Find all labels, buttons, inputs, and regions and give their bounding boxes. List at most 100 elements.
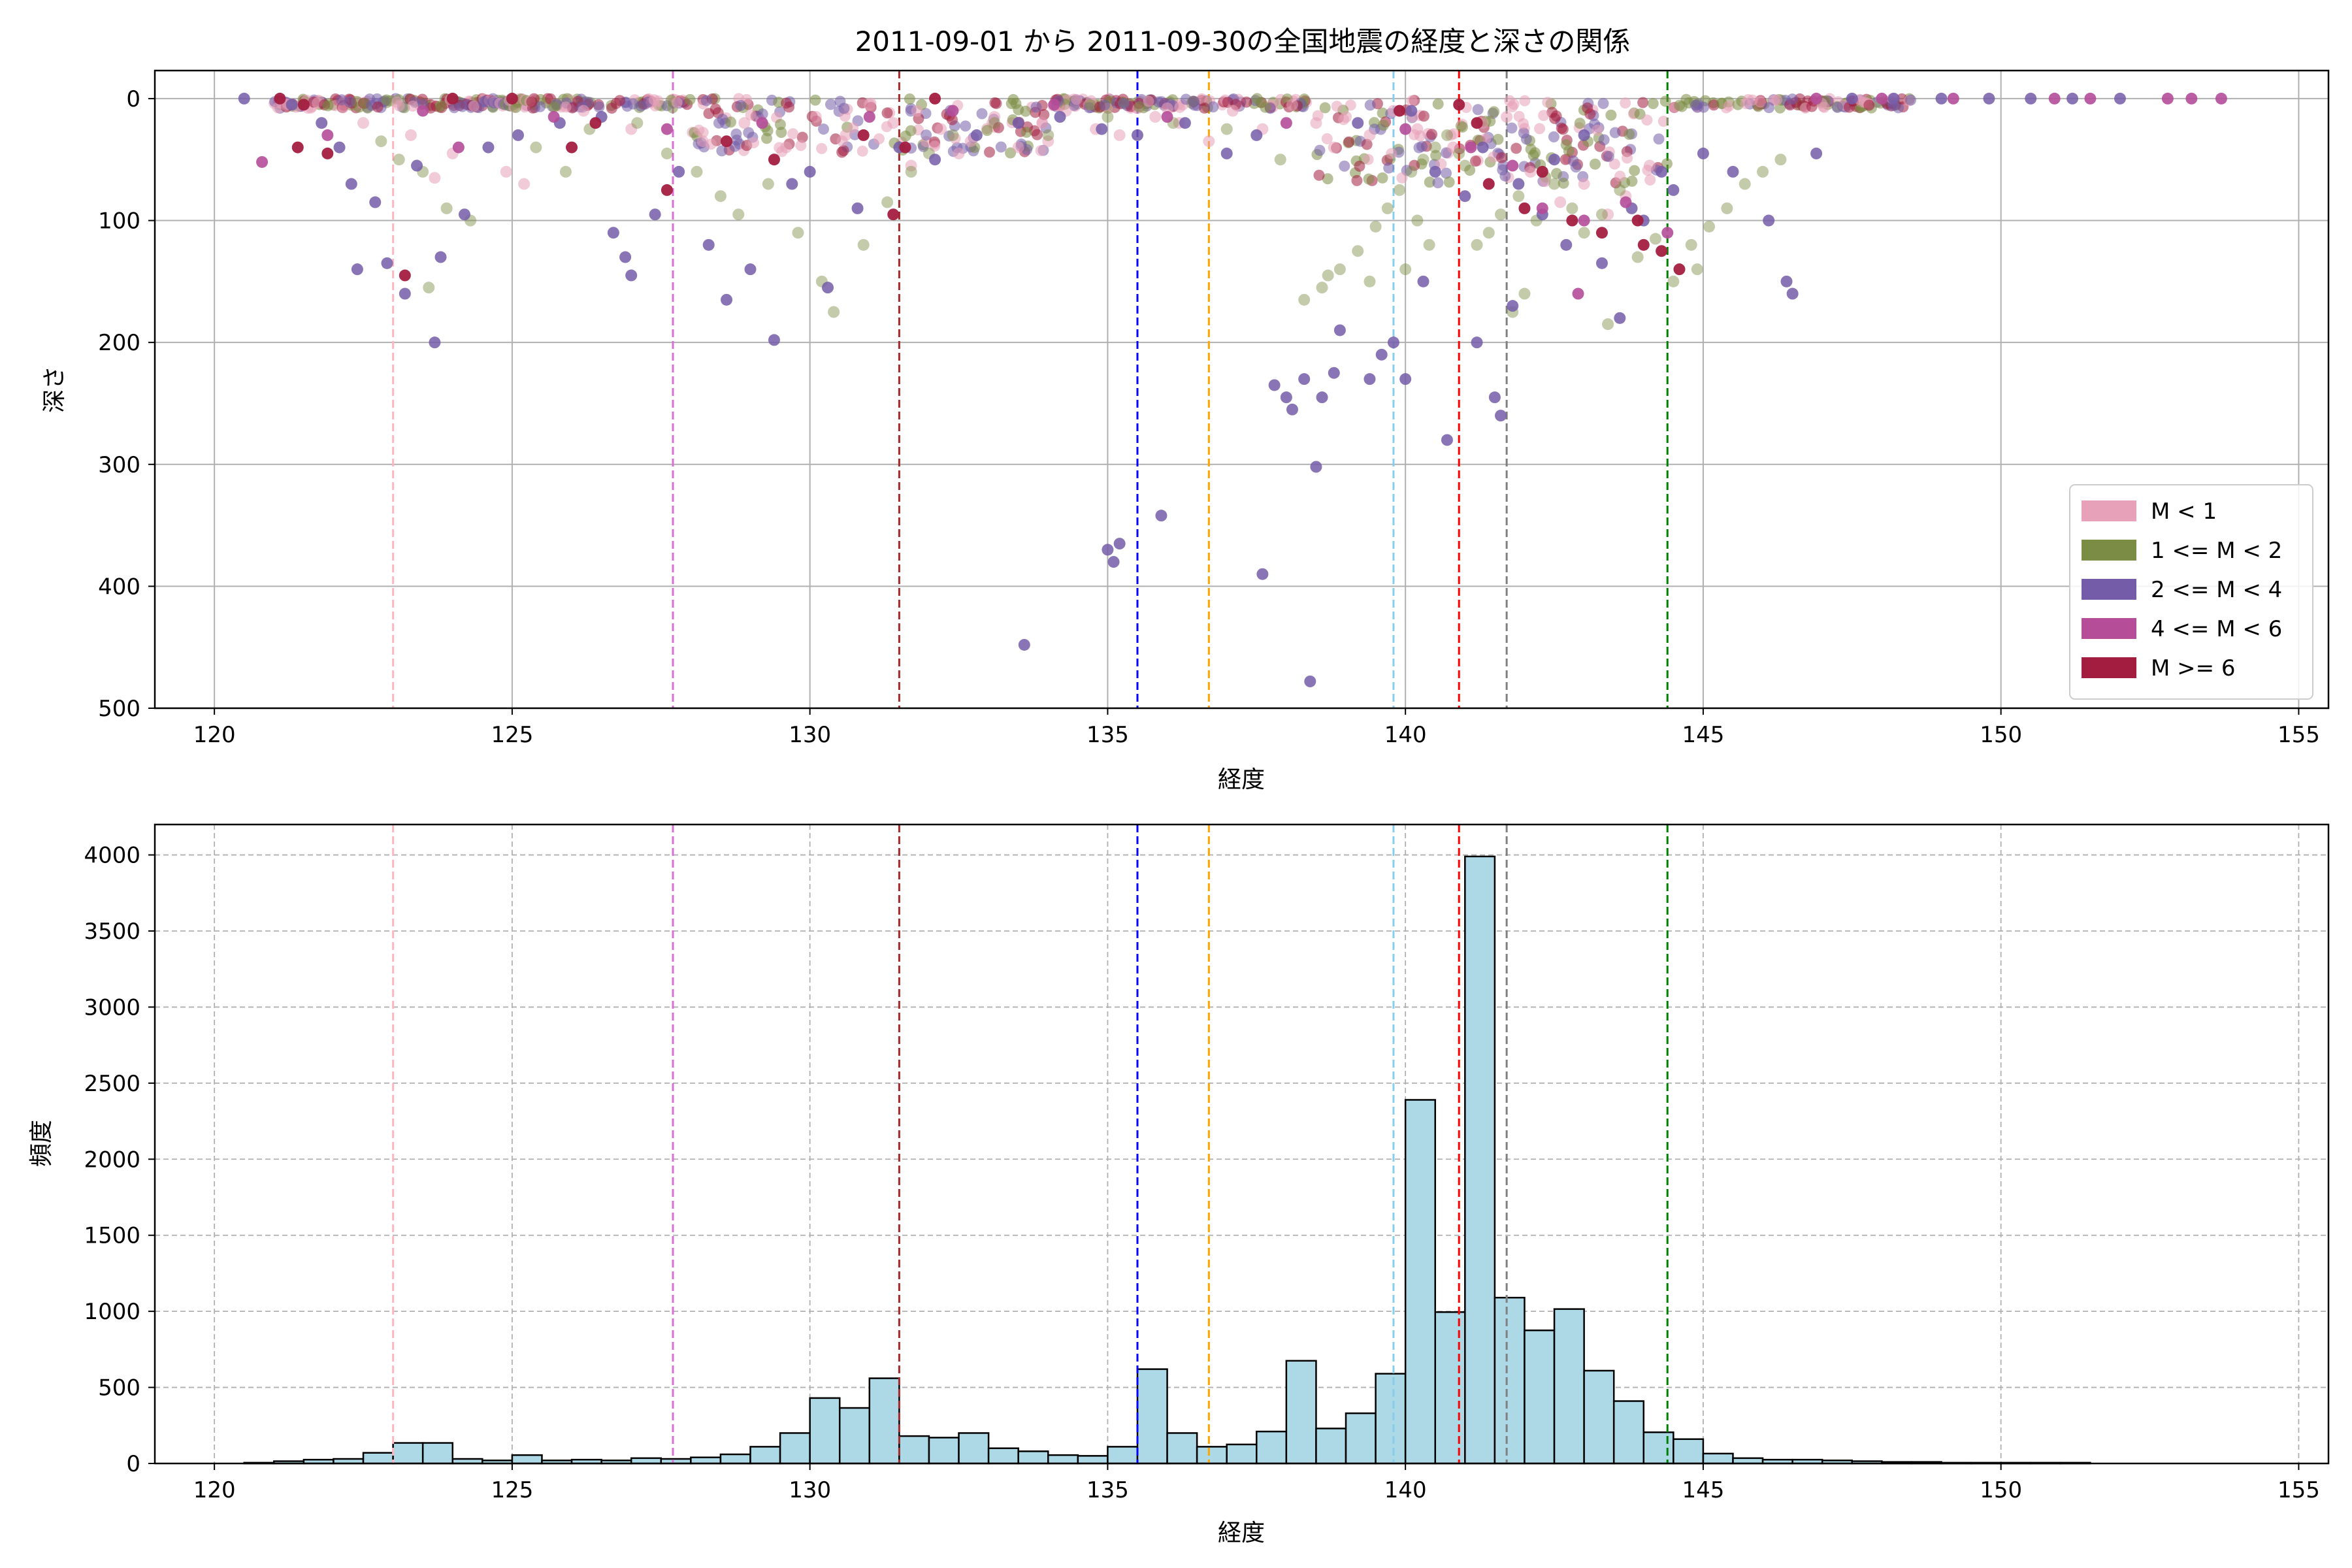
scatter-point [274, 92, 286, 105]
histogram-xtick-label: 155 [2278, 1477, 2320, 1503]
scatter-point [1602, 208, 1614, 221]
scatter-band-point [1641, 114, 1653, 126]
scatter-point [1518, 202, 1531, 214]
scatter-point [721, 135, 733, 148]
scatter-legend: M < 1 1 <= M < 2 2 <= M < 4 4 <= M < 6 M >= … [2069, 484, 2313, 700]
histogram-bar [1583, 1369, 1615, 1465]
scatter-band-point [1658, 116, 1669, 127]
scatter-band-point [921, 129, 932, 141]
scatter-band-point [1534, 123, 1546, 135]
legend-label: M >= 6 [2151, 655, 2236, 681]
scatter-band-point [393, 100, 405, 112]
scatter-ytick-label: 200 [98, 330, 140, 356]
scatter-band-point [1071, 93, 1083, 105]
scatter-point [691, 165, 703, 178]
scatter-xtick-label: 155 [2278, 722, 2320, 748]
scatter-point [840, 129, 852, 141]
histogram-ytick-label: 0 [126, 1451, 140, 1477]
scatter-point [1459, 159, 1471, 172]
legend-swatch [2082, 540, 2136, 561]
scatter-point [619, 251, 632, 263]
scatter-band-point [1597, 97, 1609, 109]
scatter-point [1161, 102, 1173, 114]
scatter-point [1935, 92, 1948, 105]
scatter-band-point [1786, 93, 1798, 105]
scatter-point [768, 334, 780, 346]
scatter-point [905, 159, 917, 172]
scatter-band-point [1637, 97, 1649, 108]
histogram-bar [1702, 1452, 1734, 1465]
scatter-point [1286, 99, 1298, 111]
scatter-point [1399, 263, 1412, 276]
histogram-bar [898, 1435, 930, 1465]
scatter-band-point [976, 108, 988, 120]
scatter-point [2161, 92, 2174, 105]
legend-swatch [2082, 657, 2136, 678]
scatter-point [1482, 227, 1495, 239]
scatter-band-point [1339, 160, 1350, 172]
scatter-point [1256, 568, 1269, 580]
histogram-bar [1375, 1373, 1407, 1465]
scatter-band-point [1539, 176, 1551, 188]
histogram-ticks: 120 125 130 135 140 145 150 155 0 500 1000 1500 2000… [84, 843, 2319, 1503]
scatter-point [411, 159, 423, 172]
scatter-point [1328, 141, 1340, 154]
scatter-point [649, 208, 661, 221]
histogram-bar [809, 1397, 841, 1465]
scatter-point [1643, 159, 1656, 172]
scatter-band-point [1818, 101, 1830, 113]
scatter-point [1518, 287, 1531, 300]
scatter-point [1488, 391, 1501, 404]
scatter-point [1113, 129, 1126, 141]
scatter-point [1155, 510, 1168, 522]
scatter-point [1375, 348, 1388, 361]
scatter-point [399, 269, 411, 282]
scatter-point [1352, 245, 1364, 257]
scatter-point [578, 105, 590, 117]
scatter-point [822, 282, 834, 294]
scatter-point [1471, 117, 1483, 129]
scatter-point [1572, 287, 1584, 300]
scatter-point [1394, 184, 1406, 196]
scatter-point [1417, 154, 1429, 166]
scatter-point [1536, 202, 1548, 214]
histogram-bar [1612, 1400, 1645, 1465]
scatter-point [291, 141, 304, 154]
histogram-ytick-label: 2500 [84, 1071, 140, 1097]
scatter-point [786, 178, 798, 190]
scatter-band-point [1698, 101, 1710, 113]
scatter-point [1381, 202, 1394, 214]
scatter-band-point [809, 94, 821, 106]
scatter-point [381, 257, 393, 269]
scatter-point [1691, 263, 1703, 276]
scatter-band-point [983, 146, 995, 158]
scatter-band-point [1538, 110, 1550, 122]
scatter-xtick-label: 145 [1682, 722, 1724, 748]
scatter-point [1757, 165, 1769, 178]
scatter-point [256, 155, 269, 168]
scatter-band-point [881, 107, 893, 119]
scatter-band-point [1520, 133, 1532, 145]
scatter-point [1316, 282, 1328, 294]
scatter-band-point [1609, 158, 1620, 170]
scatter-band-point [606, 103, 617, 114]
scatter-point [1203, 135, 1215, 148]
histogram-bar [362, 1452, 394, 1465]
scatter-point [661, 147, 673, 159]
scatter-band-point [1363, 173, 1375, 185]
scatter-point [1340, 110, 1352, 123]
scatter-point [1595, 227, 1608, 239]
scatter-band-point [787, 128, 799, 140]
scatter-band-point [1099, 99, 1111, 111]
scatter-band-point [838, 103, 850, 114]
scatter-point [1226, 105, 1239, 117]
scatter-point [1268, 379, 1281, 391]
histogram-bar [1642, 1431, 1674, 1465]
scatter-band-point [1488, 106, 1500, 118]
scatter-point [1661, 227, 1674, 239]
scatter-band-point [1464, 165, 1476, 176]
scatter-band-point [448, 102, 460, 114]
scatter-point [1102, 110, 1114, 123]
scatter-band-point [1030, 101, 1042, 113]
scatter-band-point [1331, 101, 1343, 112]
